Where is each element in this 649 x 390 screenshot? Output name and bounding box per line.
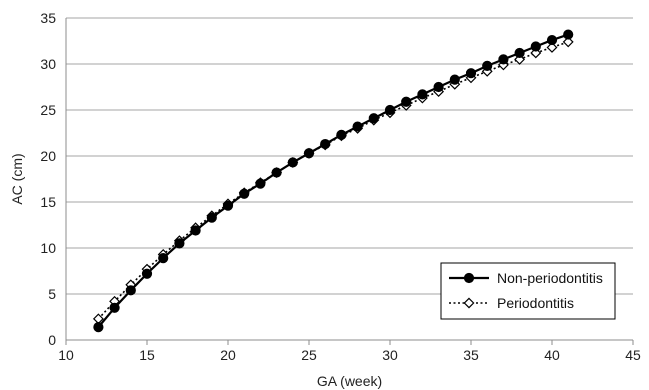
- y-tick-label: 15: [40, 194, 56, 210]
- data-point: [174, 238, 185, 249]
- data-point: [190, 225, 201, 236]
- data-point: [255, 178, 266, 189]
- data-point: [546, 41, 558, 53]
- data-point: [449, 74, 460, 85]
- x-tick-label: 35: [463, 347, 479, 363]
- data-point: [562, 36, 574, 48]
- data-point: [93, 322, 104, 333]
- x-tick-label: 10: [58, 347, 74, 363]
- data-point: [401, 96, 412, 107]
- data-point: [417, 89, 428, 100]
- y-tick-label: 25: [40, 102, 56, 118]
- data-point: [433, 81, 444, 93]
- legend-marker: [463, 272, 475, 284]
- legend: Non-periodontitis Periodontitis: [440, 262, 616, 320]
- y-tick-label: 0: [48, 332, 56, 348]
- axes: 0 5 10 15 20 25 30 35 10 15 20 25 30 35 40 45: [40, 10, 641, 363]
- data-point: [109, 302, 120, 313]
- data-point: [530, 41, 541, 52]
- data-point: [271, 167, 282, 178]
- gridlines: [66, 17, 633, 295]
- data-point: [336, 129, 347, 140]
- data-point: [368, 113, 379, 124]
- data-point: [498, 54, 509, 65]
- y-tick-label: 35: [40, 10, 56, 26]
- data-point: [222, 200, 234, 211]
- data-point: [141, 268, 153, 279]
- data-point: [287, 157, 298, 168]
- data-point: [514, 47, 525, 59]
- data-point: [239, 188, 250, 199]
- y-tick-label: 20: [40, 148, 56, 164]
- legend-label: Periodontitis: [497, 295, 574, 311]
- series-non-periodontitis: [93, 29, 574, 333]
- data-point: [546, 34, 558, 46]
- data-point: [514, 53, 526, 65]
- x-tick-label: 25: [301, 347, 317, 363]
- x-tick-label: 30: [382, 347, 398, 363]
- legend-box: [440, 262, 616, 320]
- data-point: [384, 104, 396, 116]
- data-point: [482, 60, 493, 71]
- data-point: [303, 148, 315, 159]
- legend-label: Non-periodontitis: [497, 270, 603, 286]
- y-axis-title: AC (cm): [9, 153, 25, 204]
- data-series: [92, 29, 574, 333]
- y-tick-label: 30: [40, 56, 56, 72]
- data-point: [465, 68, 477, 79]
- data-point: [563, 29, 574, 40]
- x-tick-label: 45: [625, 347, 641, 363]
- data-point: [125, 285, 136, 296]
- x-tick-label: 40: [544, 347, 560, 363]
- data-point: [206, 212, 217, 223]
- y-tick-label: 5: [48, 286, 56, 302]
- x-tick-label: 15: [139, 347, 155, 363]
- data-point: [158, 253, 169, 264]
- legend-marker: [463, 297, 475, 309]
- x-axis-title: GA (week): [317, 373, 382, 389]
- y-tick-label: 10: [40, 240, 56, 256]
- data-point: [320, 138, 331, 150]
- data-point: [352, 121, 363, 132]
- x-tick-label: 20: [220, 347, 236, 363]
